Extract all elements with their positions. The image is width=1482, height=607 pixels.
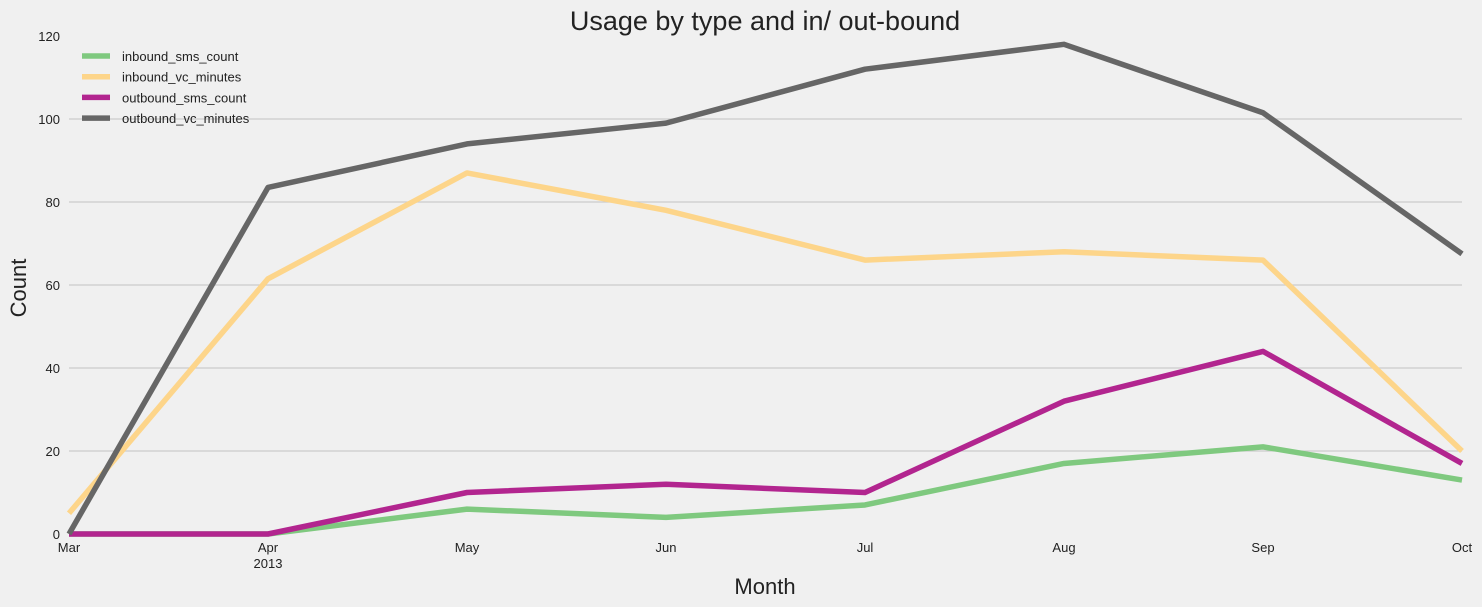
x-tick-label: Oct xyxy=(1452,540,1473,555)
series-line-outbound-sms-count xyxy=(69,348,1464,537)
x-tick-label: Jun xyxy=(656,540,677,555)
x-tick-label: Aug xyxy=(1052,540,1075,555)
chart-title: Usage by type and in/ out-bound xyxy=(570,6,960,36)
series-line-inbound-vc-minutes xyxy=(66,170,1464,516)
x-axis-label: Month xyxy=(734,574,795,599)
y-tick-label: 0 xyxy=(53,527,60,542)
series-line-outbound-vc-minutes xyxy=(66,41,1464,536)
y-tick-label: 60 xyxy=(46,278,60,293)
y-axis-label: Count xyxy=(6,259,31,318)
y-tick-labels: 0 20 40 60 80 100 120 xyxy=(38,29,60,542)
x-tick-label: Apr xyxy=(258,540,279,555)
x-tick-label: Jul xyxy=(857,540,874,555)
series-lines xyxy=(66,41,1464,537)
y-tick-label: 120 xyxy=(38,29,60,44)
y-tick-label: 80 xyxy=(46,195,60,210)
x-tick-sublabel: 2013 xyxy=(254,556,283,571)
legend: inbound_sms_count inbound_vc_minutesoutbo… xyxy=(82,49,250,126)
y-tick-label: 20 xyxy=(46,444,60,459)
x-tick-label: May xyxy=(455,540,480,555)
x-tick-label: Sep xyxy=(1251,540,1274,555)
y-tick-label: 40 xyxy=(46,361,60,376)
legend-label: inbound_sms_count xyxy=(122,49,239,64)
grid-lines xyxy=(69,118,1462,452)
legend-label: outbound_vc_minutes xyxy=(122,111,250,126)
legend-label: inbound_vc_minutes xyxy=(122,70,242,85)
y-tick-label: 100 xyxy=(38,112,60,127)
legend-label: outbound_sms_count xyxy=(122,90,247,105)
x-tick-label: Mar xyxy=(58,540,81,555)
